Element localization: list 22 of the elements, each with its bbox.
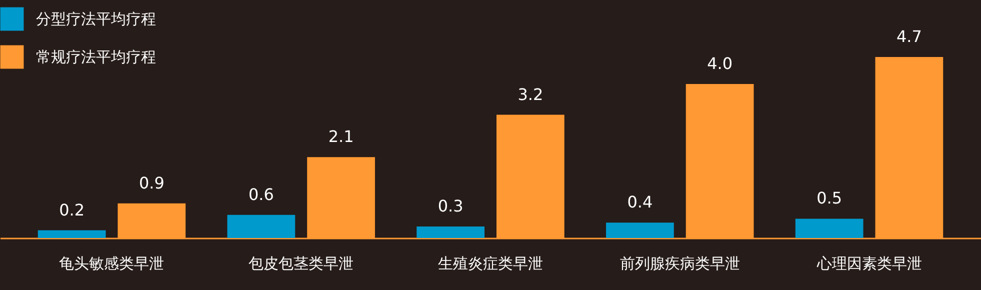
data-label: 2.1 [328,127,354,146]
data-label: 0.6 [248,184,274,204]
data-label: 0.9 [138,173,164,192]
data-label: 4.0 [707,54,733,73]
data-label: 4.7 [896,27,922,46]
legend-label: 常规疗法平均疗程 [36,48,156,66]
data-label: 0.3 [438,196,464,216]
x-tick-label: 生殖炎症类早泄 [438,254,543,272]
data-label: 0.4 [627,192,653,212]
data-label: 3.2 [518,84,544,104]
data-label: 0.2 [59,200,85,220]
legend-label: 分型疗法平均疗程 [36,10,156,28]
data-label: 0.5 [816,188,842,208]
x-tick-label: 包皮包茎类早泄 [248,254,354,272]
bar [606,222,674,238]
bar [795,218,864,238]
x-tick-label: 前列腺疾病类早泄 [620,254,740,272]
bar [416,226,485,238]
x-tick-label: 龟头敏感类早泄 [59,254,164,272]
x-tick-label: 心理因素类早泄 [816,254,922,272]
bar [38,230,106,238]
bar [227,214,296,238]
